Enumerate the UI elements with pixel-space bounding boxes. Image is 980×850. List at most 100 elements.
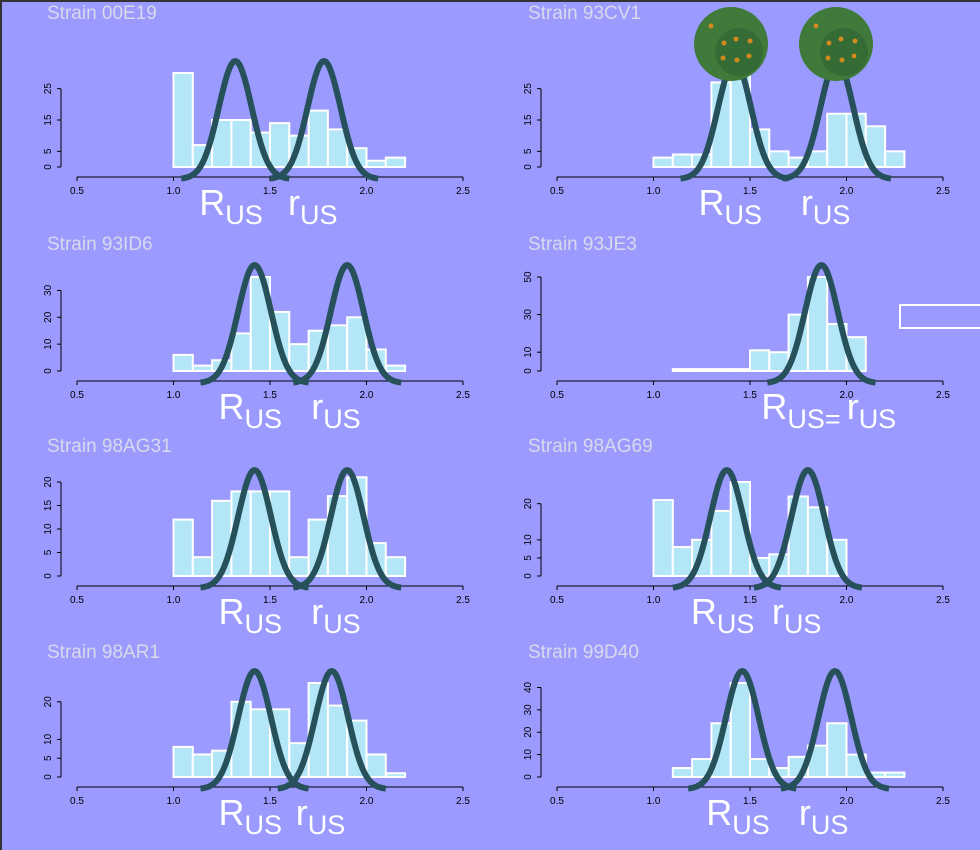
annotation-main: R — [219, 792, 245, 833]
panel-title: Strain 93JE3 — [528, 234, 637, 255]
x-tick-label: 2.0 — [360, 595, 374, 606]
x-tick-label: 2.0 — [840, 595, 854, 606]
x-tick-label: 2.0 — [840, 186, 854, 197]
x-tick-label: 1.0 — [167, 186, 181, 197]
bar — [750, 759, 769, 777]
x-tick-label: 0.5 — [70, 796, 84, 807]
bar — [193, 557, 212, 576]
annotation-sub: US — [225, 200, 263, 230]
y-tick-label: 5 — [523, 148, 534, 154]
x-tick-label: 1.0 — [647, 186, 661, 197]
annotation-sub: US — [813, 200, 851, 230]
annotation-sub: US — [245, 810, 283, 840]
panel-title: Strain 00E19 — [47, 3, 157, 24]
x-tick-label: 0.5 — [550, 796, 564, 807]
bar — [885, 151, 904, 167]
bar — [174, 747, 193, 777]
annotation-main: r — [296, 792, 308, 833]
annotation: RUS — [199, 182, 263, 230]
leaf-spot — [747, 54, 752, 59]
y-tick-label: 0 — [523, 164, 534, 170]
panel-title: Strain 93ID6 — [47, 234, 153, 255]
leaf-spot — [853, 39, 858, 44]
leaf-spot — [709, 24, 714, 29]
bar — [193, 366, 212, 371]
y-tick-label: 0 — [523, 774, 534, 780]
bar — [711, 511, 730, 576]
annotation-sub: US — [308, 810, 346, 840]
y-tick-label: 20 — [43, 311, 54, 323]
annotation: rUS — [311, 386, 361, 434]
annotation-main: R — [699, 182, 725, 223]
leaf-spot — [722, 41, 727, 46]
y-tick-label: 10 — [523, 534, 534, 546]
x-tick-label: 1.5 — [743, 796, 757, 807]
leaf-spot — [735, 58, 740, 63]
annotation-main: r — [311, 386, 323, 427]
x-tick-label: 2.5 — [936, 595, 950, 606]
slide: Strain 00E190.51.01.52.02.5051525RUSrUSS… — [0, 0, 980, 850]
x-tick-label: 1.0 — [647, 595, 661, 606]
annotation-sub: US — [725, 200, 763, 230]
annotation-main: R — [761, 386, 787, 427]
annotation-main: r — [801, 182, 813, 223]
y-tick-label: 5 — [43, 549, 54, 555]
leaf-spot — [721, 56, 726, 61]
x-tick-label: 0.5 — [70, 186, 84, 197]
y-tick-label: 20 — [523, 498, 534, 510]
x-tick-label: 0.5 — [70, 390, 84, 401]
x-tick-label: 1.5 — [743, 390, 757, 401]
x-tick-label: 2.5 — [936, 186, 950, 197]
x-tick-label: 2.0 — [840, 796, 854, 807]
x-tick-label: 2.5 — [456, 186, 470, 197]
bar — [251, 709, 270, 777]
bar — [328, 706, 347, 777]
annotation: RUS — [706, 792, 770, 840]
y-tick-label: 30 — [523, 704, 534, 716]
x-tick-label: 2.0 — [360, 390, 374, 401]
x-tick-label: 2.0 — [360, 796, 374, 807]
bar — [386, 773, 405, 777]
y-tick-label: 40 — [523, 681, 534, 693]
x-tick-label: 0.5 — [550, 390, 564, 401]
bar — [328, 325, 347, 371]
bar — [673, 369, 692, 371]
bar — [654, 500, 673, 576]
y-tick-label: 0 — [523, 573, 534, 579]
bar — [174, 520, 193, 576]
x-tick-label: 1.5 — [263, 390, 277, 401]
annotation: rUS — [847, 386, 897, 434]
y-tick-label: 0 — [43, 164, 54, 170]
panel-title: Strain 98AR1 — [47, 642, 160, 663]
x-tick-label: 1.0 — [167, 796, 181, 807]
y-tick-label: 5 — [523, 555, 534, 561]
y-tick-label: 20 — [523, 726, 534, 738]
leaf-spot — [814, 24, 819, 29]
bar — [289, 344, 308, 371]
x-tick-label: 1.0 — [167, 390, 181, 401]
annotation-main: R — [219, 386, 245, 427]
empty-box — [900, 305, 980, 328]
x-tick-label: 2.5 — [456, 595, 470, 606]
x-tick-label: 2.5 — [456, 390, 470, 401]
annotation-sub: US — [859, 404, 897, 434]
leaf-spot — [827, 41, 832, 46]
x-tick-label: 1.5 — [263, 595, 277, 606]
leaf-spot — [734, 37, 739, 42]
leaf-photo-shade — [820, 28, 868, 76]
x-tick-label: 1.5 — [743, 186, 757, 197]
bar — [367, 161, 386, 167]
bar — [654, 158, 673, 167]
x-tick-label: 0.5 — [550, 595, 564, 606]
x-tick-label: 0.5 — [550, 186, 564, 197]
annotation-sub: US — [717, 609, 755, 639]
y-tick-label: 25 — [43, 83, 54, 95]
bar — [673, 154, 692, 167]
annotation-sub: US — [784, 609, 822, 639]
x-tick-label: 1.5 — [743, 595, 757, 606]
x-tick-label: 2.5 — [456, 796, 470, 807]
x-tick-label: 2.5 — [936, 796, 950, 807]
panel-title: Strain 98AG31 — [47, 436, 172, 457]
bar — [673, 547, 692, 576]
bar — [386, 158, 405, 167]
